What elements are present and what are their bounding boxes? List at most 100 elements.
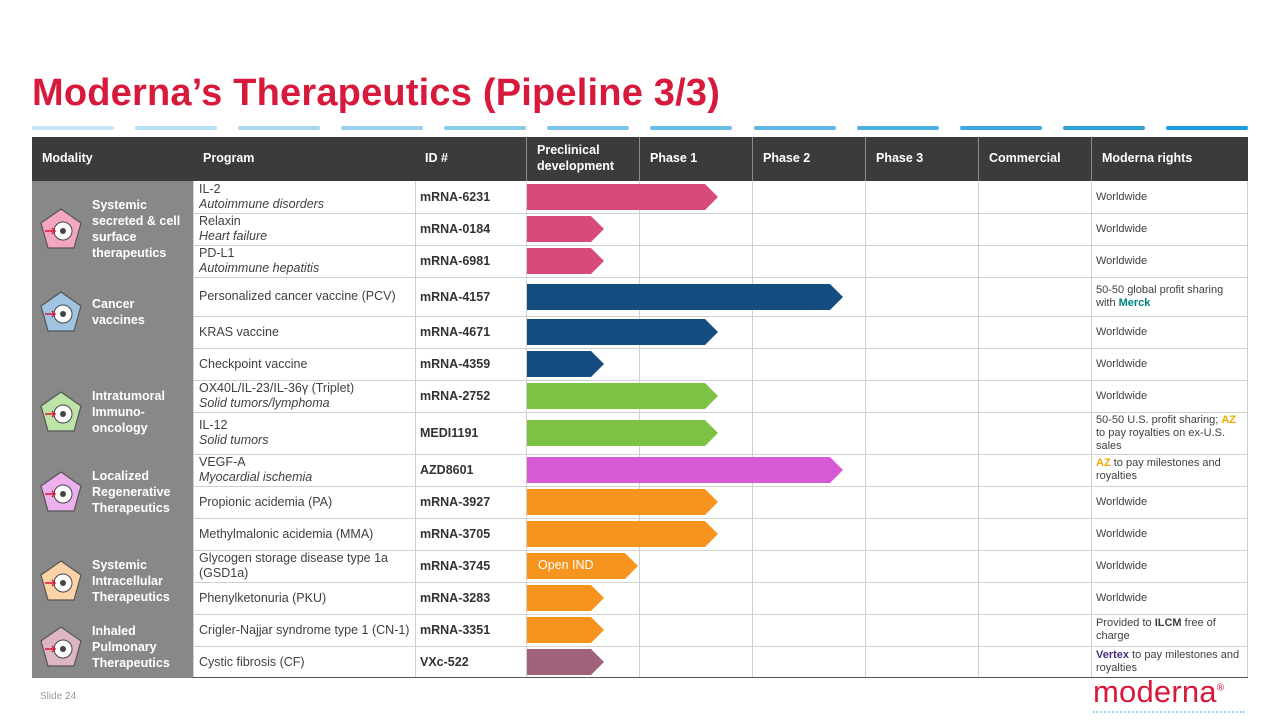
logo-underline <box>1093 711 1245 713</box>
program-name: Crigler-Najjar syndrome type 1 (CN-1) <box>199 622 410 637</box>
header-phase2: Phase 2 <box>752 137 865 181</box>
rights-cell: Worldwide <box>1096 348 1245 380</box>
program-id: mRNA-6231 <box>420 190 491 204</box>
rights-cell: Worldwide <box>1096 213 1245 245</box>
modality-label-line: Systemic <box>92 558 147 572</box>
modality-label: Systemic Intracellular Therapeutics <box>92 557 170 605</box>
rights-segment: Worldwide <box>1096 357 1148 370</box>
row-divider <box>193 380 1248 381</box>
bar-label: Open IND <box>538 558 594 572</box>
column-divider <box>193 181 194 678</box>
program-id: mRNA-3745 <box>420 559 491 573</box>
title-dash <box>1062 126 1145 130</box>
rights-text: AZ to pay milestones and royalties <box>1096 457 1245 483</box>
pipeline-table: Modality Program ID # Preclinical develop… <box>32 137 1248 678</box>
phase-bar-arrow <box>527 383 718 409</box>
rights-cell: Worldwide <box>1096 245 1245 277</box>
program-cell: Propionic acidemia (PA) <box>199 486 411 518</box>
modality-label-line: Therapeutics <box>92 590 170 604</box>
phase-bar-arrow <box>527 649 604 675</box>
column-divider <box>415 181 416 678</box>
title-dash <box>547 126 630 130</box>
phase-bar-arrow <box>527 248 604 274</box>
modality-group: Inhaled Pulmonary Therapeutics <box>38 615 193 678</box>
cell-icon <box>40 471 82 512</box>
program-cell: OX40L/IL-23/IL-36γ (Triplet) Solid tumors… <box>199 380 411 412</box>
logo-text: moderna <box>1093 674 1217 709</box>
row-divider <box>193 646 1248 647</box>
phase-bar <box>527 617 604 643</box>
rights-text: Worldwide <box>1096 390 1245 403</box>
moderna-logo: moderna® <box>1093 674 1224 710</box>
program-indication: Autoimmune hepatitis <box>199 261 320 275</box>
modality-label-line: Cancer <box>92 297 135 311</box>
program-id: mRNA-3927 <box>420 495 491 509</box>
modality-label-line: Intracellular <box>92 574 163 588</box>
program-indication: Solid tumors/lymphoma <box>199 396 330 410</box>
program-name: PD-L1 <box>199 246 235 260</box>
rights-cell: Worldwide <box>1096 316 1245 348</box>
program-name: Personalized cancer vaccine (PCV) <box>199 289 396 303</box>
modality-group: Cancer vaccines <box>38 277 193 347</box>
modality-label-line: Pulmonary <box>92 639 157 654</box>
rights-cell: Worldwide <box>1096 550 1245 582</box>
program-name: IL-12 <box>199 418 228 432</box>
modality-label-line: Immuno- <box>92 404 145 419</box>
rights-cell: Worldwide <box>1096 518 1245 550</box>
header-phase1: Phase 1 <box>639 137 752 181</box>
modality-label-line: vaccines <box>92 313 145 327</box>
phase-bar <box>527 521 718 547</box>
organelle-icon <box>40 560 82 601</box>
header-id: ID # <box>425 151 448 166</box>
modality-label-line: secreted & cell <box>92 214 181 228</box>
row-divider <box>193 213 1248 214</box>
title-dash <box>135 126 218 130</box>
row-divider <box>193 486 1248 487</box>
program-indication: Autoimmune disorders <box>199 197 325 211</box>
modality-group: Intratumoral Immuno-oncology <box>38 380 193 443</box>
program-cell: PD-L1 Autoimmune hepatitis <box>199 245 411 277</box>
phase-bar-arrow <box>527 284 843 310</box>
program-id: mRNA-3351 <box>420 623 491 637</box>
table-border-bottom <box>193 677 1248 678</box>
phase-bar <box>527 649 604 675</box>
rights-cell: Worldwide <box>1096 486 1245 518</box>
program-cell: KRAS vaccine <box>199 316 411 348</box>
rights-segment: AZ <box>1096 457 1111 469</box>
phase-bar <box>527 184 718 210</box>
rights-text: Worldwide <box>1096 191 1245 204</box>
column-divider <box>526 181 527 678</box>
modality-label-line: surface <box>92 230 137 244</box>
rights-segment: Worldwide <box>1096 254 1148 267</box>
rights-text: Worldwide <box>1096 255 1245 268</box>
phase-bar-arrow <box>527 457 843 483</box>
rights-text: Worldwide <box>1096 496 1245 509</box>
modality-label-line: therapeutics <box>92 246 167 260</box>
modality-label-line: Intratumoral <box>92 388 165 403</box>
phase-bar-arrow <box>527 420 718 446</box>
program-name: Methylmalonic acidemia (MMA) <box>199 526 374 541</box>
rights-cell: Worldwide <box>1096 582 1245 614</box>
header-rights: Moderna rights <box>1091 137 1248 181</box>
program-cell: Checkpoint vaccine <box>199 348 411 380</box>
program-name: Phenylketonuria (PKU) <box>199 590 327 605</box>
program-cell: Crigler-Najjar syndrome type 1 (CN-1) <box>199 614 411 646</box>
header-preclinical-line2: development <box>537 159 615 173</box>
rights-segment: Vertex <box>1096 649 1130 661</box>
modality-label-line: Regenerative <box>92 485 171 499</box>
program-id: mRNA-3283 <box>420 591 491 605</box>
rights-cell: 50-50 global profit sharing with Merck <box>1096 277 1245 316</box>
rights-text: Worldwide <box>1096 560 1245 573</box>
rights-text: Worldwide <box>1096 358 1245 371</box>
program-name: Propionic acidemia (PA) <box>199 494 333 509</box>
program-indication: Heart failure <box>199 229 268 243</box>
rights-segment: Worldwide <box>1096 527 1148 540</box>
rights-segment: Worldwide <box>1096 325 1148 338</box>
row-divider <box>193 614 1248 615</box>
program-id: VXc-522 <box>420 655 469 669</box>
program-cell: Phenylketonuria (PKU) <box>199 582 411 614</box>
column-divider <box>752 181 753 678</box>
rights-segment: to pay royalties on ex-U.S. sales <box>1096 426 1226 452</box>
rights-cell: Provided to ILCM free of charge <box>1096 614 1245 646</box>
row-divider <box>193 582 1248 583</box>
